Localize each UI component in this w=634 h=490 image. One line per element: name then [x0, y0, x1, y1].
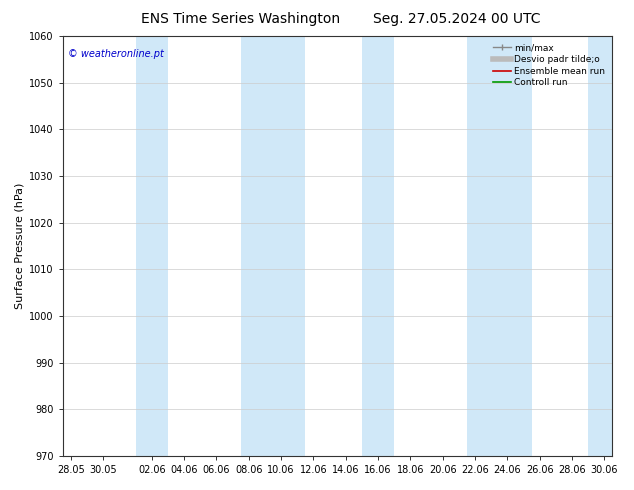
Text: © weatheronline.pt: © weatheronline.pt: [68, 49, 164, 59]
Bar: [588, 36, 621, 456]
Y-axis label: Surface Pressure (hPa): Surface Pressure (hPa): [15, 183, 25, 309]
Text: ENS Time Series Washington: ENS Time Series Washington: [141, 12, 340, 26]
Bar: [241, 36, 273, 456]
Bar: [362, 36, 394, 456]
Bar: [467, 36, 500, 456]
Bar: [136, 36, 168, 456]
Legend: min/max, Desvio padr tilde;o, Ensemble mean run, Controll run: min/max, Desvio padr tilde;o, Ensemble m…: [490, 41, 608, 90]
Bar: [500, 36, 532, 456]
Bar: [273, 36, 306, 456]
Text: Seg. 27.05.2024 00 UTC: Seg. 27.05.2024 00 UTC: [373, 12, 540, 26]
